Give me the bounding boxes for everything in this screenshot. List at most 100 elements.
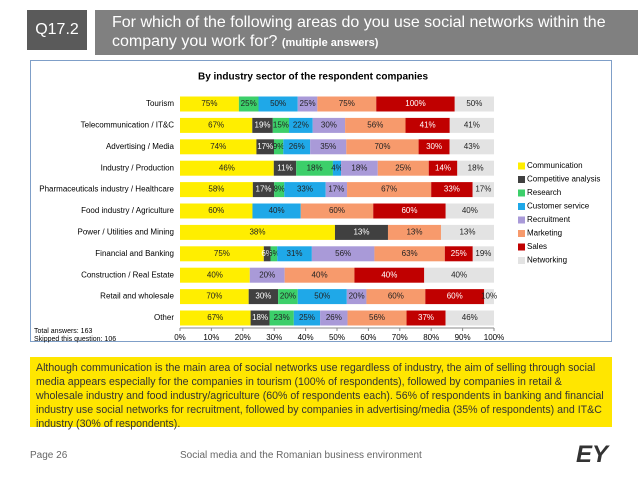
value-label: 20%: [349, 292, 365, 301]
value-label: 67%: [381, 185, 397, 194]
value-label: 6%: [268, 249, 280, 258]
footer-text: Social media and the Romanian business e…: [180, 450, 422, 461]
bar-segment: [445, 310, 494, 326]
bar-segment: [317, 96, 377, 112]
bar-segment: [405, 117, 450, 133]
bar-segment: [424, 267, 494, 283]
value-label: 40%: [312, 270, 328, 279]
page-number: Page 26: [30, 450, 68, 461]
chart-note: Skipped this question: 106: [34, 336, 116, 343]
y-tick-label: Telecommunication / IT&C: [81, 121, 175, 130]
value-label: 60%: [208, 206, 224, 215]
x-tick-label: 40%: [298, 333, 314, 342]
bar-segment: [238, 96, 259, 112]
x-tick-label: 90%: [455, 333, 471, 342]
y-tick-label: Construction / Real Estate: [81, 270, 174, 279]
bar-segment: [273, 160, 297, 176]
value-label: 26%: [326, 313, 342, 322]
value-label: 75%: [201, 99, 217, 108]
y-tick-label: Food industry / Agriculture: [81, 206, 174, 215]
value-label: 46%: [462, 313, 478, 322]
legend-label: Sales: [527, 242, 547, 251]
value-label: 25%: [395, 163, 411, 172]
value-label: 46%: [219, 163, 235, 172]
value-label: 4%: [331, 163, 343, 172]
value-label: 18%: [252, 313, 268, 322]
value-label: 25%: [300, 99, 316, 108]
value-label: 50%: [466, 99, 482, 108]
legend-swatch: [518, 162, 525, 170]
value-label: 38%: [249, 228, 265, 237]
value-label: 30%: [426, 142, 442, 151]
bar-segment: [180, 246, 264, 262]
bar-segment: [283, 139, 311, 155]
value-label: 25%: [299, 313, 315, 322]
legend-swatch: [518, 257, 525, 264]
bar-segment: [296, 160, 333, 176]
bar-segment: [346, 139, 419, 155]
value-label: 17%: [257, 142, 273, 151]
value-label: 18%: [307, 163, 323, 172]
bar-segment: [180, 117, 253, 133]
value-label: 18%: [351, 163, 367, 172]
value-label: 30%: [255, 292, 271, 301]
bar-segment: [180, 224, 335, 240]
x-tick-label: 0%: [174, 333, 186, 342]
bar-segment: [320, 310, 348, 326]
bar-segment: [180, 310, 251, 326]
chart-note: Total answers: 163: [34, 328, 92, 335]
value-label: 13%: [406, 228, 422, 237]
title-note: (multiple answers): [281, 37, 379, 49]
value-label: 56%: [367, 121, 383, 130]
value-label: 43%: [464, 142, 480, 151]
bar-segment: [297, 96, 318, 112]
bar-segment: [444, 246, 473, 262]
bar-segment: [273, 139, 284, 155]
bar-segment: [425, 289, 485, 305]
value-label: 9%: [273, 142, 285, 151]
y-tick-label: Power / Utilities and Mining: [78, 228, 174, 237]
bar-segment: [440, 224, 494, 240]
value-label: 19%: [255, 121, 271, 130]
value-label: 13%: [459, 228, 475, 237]
bar-segment: [297, 289, 347, 305]
value-label: 75%: [339, 99, 355, 108]
bar-segment: [311, 246, 375, 262]
bar-segment: [249, 267, 285, 283]
value-label: 25%: [451, 249, 467, 258]
x-tick-label: 20%: [235, 333, 251, 342]
value-label: 41%: [464, 121, 480, 130]
bar-segment: [256, 139, 274, 155]
bar-segment: [376, 96, 455, 112]
value-label: 67%: [207, 313, 223, 322]
bar-segment: [278, 289, 298, 305]
bar-segment: [472, 182, 494, 198]
bar-segment: [248, 289, 279, 305]
bar-segment: [406, 310, 446, 326]
value-label: 40%: [451, 270, 467, 279]
value-label: 22%: [293, 121, 309, 130]
bar-segment: [250, 310, 270, 326]
value-label: 40%: [207, 270, 223, 279]
legend-swatch: [518, 176, 525, 183]
x-tick-label: 70%: [392, 333, 408, 342]
bar-segment: [354, 267, 425, 283]
value-label: 56%: [335, 249, 351, 258]
bar-segment: [418, 139, 450, 155]
value-label: 14%: [435, 163, 451, 172]
x-tick-label: 100%: [484, 333, 504, 342]
x-tick-label: 30%: [266, 333, 282, 342]
legend-swatch: [518, 243, 525, 251]
value-label: 37%: [418, 313, 434, 322]
bar-segment: [472, 246, 494, 262]
value-label: 20%: [280, 292, 296, 301]
bar-segment: [312, 117, 346, 133]
header-band: [95, 10, 638, 55]
y-tick-label: Other: [154, 313, 174, 322]
value-label: 40%: [462, 206, 478, 215]
bar-segment: [341, 160, 378, 176]
bar-segment: [366, 289, 426, 305]
bar-segment: [180, 267, 250, 283]
bar-segment: [373, 203, 446, 219]
value-label: 60%: [329, 206, 345, 215]
